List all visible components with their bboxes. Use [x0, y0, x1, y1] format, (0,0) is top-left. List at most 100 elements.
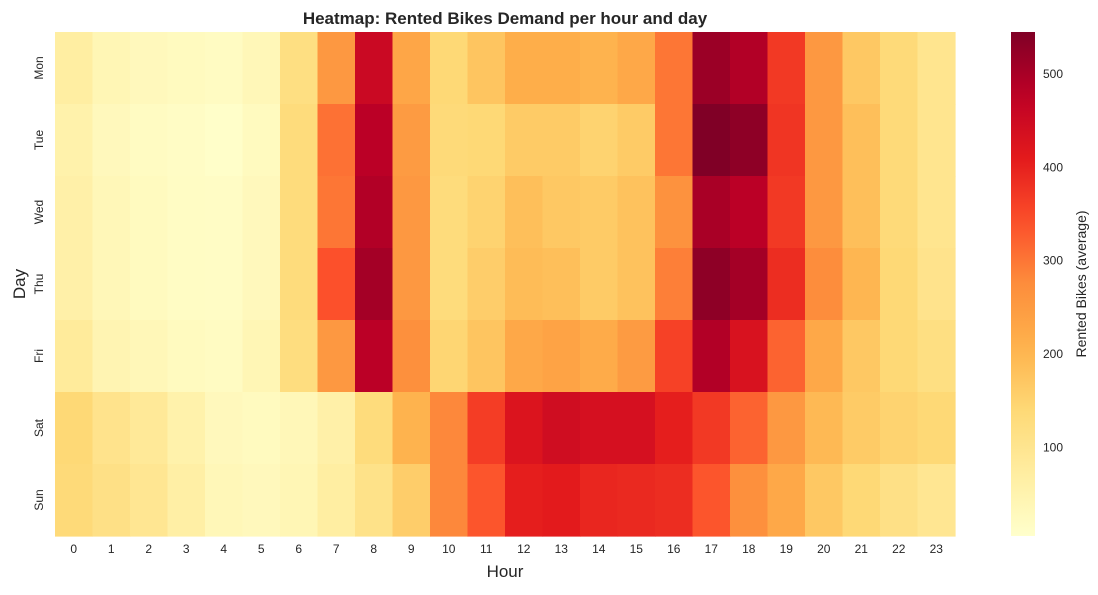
heatmap-cell [392, 464, 431, 537]
heatmap-cell [430, 392, 469, 465]
heatmap-cell [430, 464, 469, 537]
heatmap-cell [317, 392, 356, 465]
heatmap-cell [580, 176, 619, 249]
heatmap-cell [317, 176, 356, 249]
heatmap-cell [880, 104, 919, 177]
heatmap-cell [205, 176, 244, 249]
x-tick-label: 13 [555, 542, 569, 556]
x-tick-label: 11 [480, 542, 493, 556]
heatmap-cell [467, 320, 506, 393]
heatmap-cell [242, 464, 281, 537]
x-tick-label: 14 [592, 542, 606, 556]
heatmap-cell [205, 464, 244, 537]
heatmap-cell [317, 464, 356, 537]
heatmap-cell [542, 248, 581, 321]
y-tick-labels: Mon Tue Wed Thu Fri Sat Sun [32, 56, 46, 510]
x-tick-label: 7 [333, 542, 340, 556]
heatmap-cell [505, 464, 544, 537]
heatmap-cell [55, 104, 94, 177]
colorbar-tick-label: 100 [1043, 440, 1063, 454]
heatmap-cell [655, 176, 694, 249]
colorbar-tick-label: 300 [1043, 254, 1063, 268]
x-tick-label: 8 [370, 542, 377, 556]
heatmap-cell [355, 248, 394, 321]
heatmap-cell [692, 176, 731, 249]
heatmap-cell [692, 32, 731, 105]
heatmap-cell [805, 104, 844, 177]
heatmap-cell [467, 176, 506, 249]
colorbar-tick-label: 400 [1043, 160, 1063, 174]
colorbar-label: Rented Bikes (average) [1073, 210, 1089, 357]
heatmap-cell [167, 464, 206, 537]
heatmap-cell [167, 320, 206, 393]
heatmap-cell [842, 320, 881, 393]
heatmap-cell [430, 248, 469, 321]
heatmap-cell [730, 464, 769, 537]
heatmap-cell [280, 464, 319, 537]
y-axis-label: Day [10, 268, 29, 299]
heatmap-cell [580, 32, 619, 105]
heatmap-cell [805, 176, 844, 249]
heatmap-cell [205, 392, 244, 465]
heatmap-cell [730, 104, 769, 177]
heatmap-cell [205, 320, 244, 393]
heatmap-cell [317, 320, 356, 393]
heatmap-cell [355, 320, 394, 393]
heatmap-cell [917, 32, 956, 105]
heatmap-cell [842, 104, 881, 177]
heatmap-cell [805, 392, 844, 465]
heatmap-cell [655, 392, 694, 465]
x-tick-label: 22 [892, 542, 906, 556]
heatmap-cell [280, 248, 319, 321]
y-tick-label: Thu [32, 274, 46, 295]
heatmap-cell [505, 320, 544, 393]
heatmap-cell [655, 464, 694, 537]
x-tick-label: 5 [258, 542, 265, 556]
heatmap-cell [617, 248, 656, 321]
heatmap-cell [880, 320, 919, 393]
heatmap-cell [130, 392, 169, 465]
y-tick-label: Sun [32, 489, 46, 510]
heatmap-cell [355, 32, 394, 105]
heatmap-cell [655, 32, 694, 105]
heatmap-cell [767, 32, 806, 105]
heatmap-cell [617, 320, 656, 393]
heatmap-cell [92, 32, 131, 105]
heatmap-cell [355, 176, 394, 249]
heatmap-cell [580, 392, 619, 465]
heatmap-cell [430, 32, 469, 105]
heatmap-cell [242, 320, 281, 393]
heatmap-cell [167, 104, 206, 177]
heatmap-cell [917, 464, 956, 537]
colorbar-gradient [1011, 32, 1035, 536]
colorbar-tick-label: 200 [1043, 347, 1063, 361]
heatmap-cell [130, 32, 169, 105]
heatmap-cell [805, 248, 844, 321]
heatmap-cell [167, 32, 206, 105]
heatmap-cell [55, 392, 94, 465]
heatmap-cell [542, 464, 581, 537]
heatmap-cell [842, 464, 881, 537]
heatmap-cell [767, 392, 806, 465]
heatmap-cell [467, 248, 506, 321]
heatmap-cell [655, 248, 694, 321]
heatmap-cell [92, 176, 131, 249]
heatmap-cell [805, 32, 844, 105]
heatmap-cell [880, 392, 919, 465]
x-tick-label: 3 [183, 542, 190, 556]
heatmap-cell [580, 104, 619, 177]
heatmap-cell [842, 32, 881, 105]
heatmap-cell [692, 464, 731, 537]
heatmap-cell [92, 104, 131, 177]
heatmap-cell [467, 104, 506, 177]
x-tick-label: 20 [817, 542, 831, 556]
heatmap-cell [730, 248, 769, 321]
heatmap-cell [205, 248, 244, 321]
heatmap-cell [55, 176, 94, 249]
heatmap-cell [617, 464, 656, 537]
heatmap-cell [617, 32, 656, 105]
heatmap-cell [167, 176, 206, 249]
heatmap-cell [505, 32, 544, 105]
heatmap-cell [392, 392, 431, 465]
